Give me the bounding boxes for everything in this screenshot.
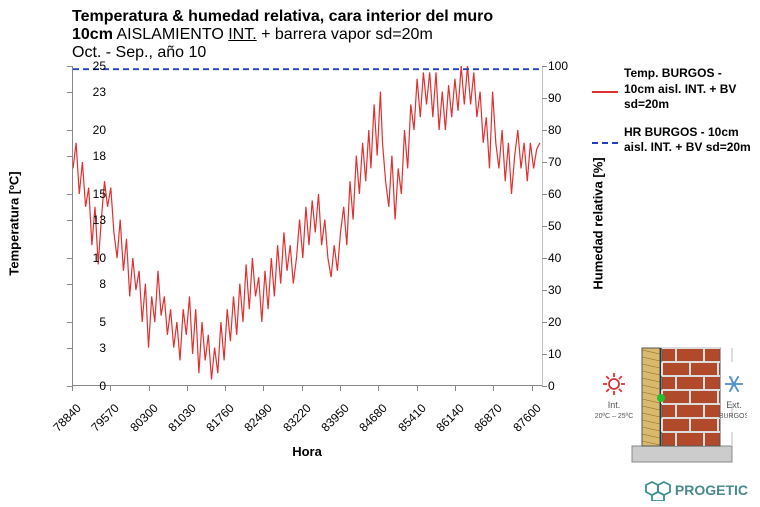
chart-row: Temperatura [ºC] Humedad relativa [%] Ho… [12, 66, 748, 466]
svg-text:BURGOS: BURGOS [719, 413, 747, 420]
xtick: 82490 [230, 401, 275, 446]
ytick-left: 20 [66, 123, 106, 137]
ytick-right: 0 [548, 379, 588, 393]
right-column: Temp. BURGOS - 10cm aisl. INT. + BV sd=2… [582, 66, 752, 466]
ytick-left: 8 [66, 277, 106, 291]
logo: PROGETIC [645, 479, 748, 501]
x-axis-label: Hora [72, 444, 542, 459]
xtick: 81030 [154, 401, 199, 446]
ytick-left: 5 [66, 315, 106, 329]
title-block: Temperatura & humedad relativa, cara int… [72, 8, 748, 62]
title-line3: Oct. - Sep., año 10 [72, 44, 748, 62]
temp-series [73, 66, 540, 380]
svg-text:Int.: Int. [608, 400, 621, 410]
xtick: 86140 [422, 401, 467, 446]
ytick-right: 50 [548, 219, 588, 233]
chart-container: Temperatura & humedad relativa, cara int… [0, 0, 760, 507]
ytick-left: 3 [66, 341, 106, 355]
y-axis-label-left: Temperatura [ºC] [7, 171, 22, 275]
plot-svg [73, 66, 543, 386]
ytick-left: 18 [66, 149, 106, 163]
xtick: 87600 [498, 401, 543, 446]
xtick: 79570 [77, 401, 122, 446]
ytick-left: 10 [66, 251, 106, 265]
ytick-left: 25 [66, 59, 106, 73]
title-line1: Temperatura & humedad relativa, cara int… [72, 8, 748, 26]
xtick: 80300 [115, 401, 160, 446]
xtick: 86870 [460, 401, 505, 446]
logo-icon [645, 479, 671, 501]
ytick-right: 90 [548, 91, 588, 105]
ytick-right: 20 [548, 315, 588, 329]
chart-area: Temperatura [ºC] Humedad relativa [%] Ho… [12, 66, 582, 421]
ytick-right: 80 [548, 123, 588, 137]
xtick: 83950 [307, 401, 352, 446]
svg-text:20ºC – 25ºC: 20ºC – 25ºC [595, 413, 634, 420]
ytick-left: 15 [66, 187, 106, 201]
ytick-right: 40 [548, 251, 588, 265]
xtick: 84680 [345, 401, 390, 446]
title-line2: 10cm AISLAMIENTO INT. + barrera vapor sd… [72, 26, 748, 44]
ytick-right: 10 [548, 347, 588, 361]
y-axis-label-right: Humedad relativa [%] [591, 157, 606, 289]
legend-hr: HR BURGOS - 10cm aisl. INT. + BV sd=20m [592, 125, 752, 156]
xtick: 85410 [383, 401, 428, 446]
ytick-right: 70 [548, 155, 588, 169]
xtick: 83220 [268, 401, 313, 446]
plot-region [72, 66, 542, 386]
ytick-right: 60 [548, 187, 588, 201]
ytick-left: 13 [66, 213, 106, 227]
ytick-left: 23 [66, 85, 106, 99]
xtick: 78840 [39, 401, 84, 446]
wall-diagram: Int. 20ºC – 25ºC Ext. BURGOS [592, 336, 747, 466]
ytick-right: 100 [548, 59, 588, 73]
legend-temp: Temp. BURGOS - 10cm aisl. INT. + BV sd=2… [592, 66, 752, 113]
xtick: 81760 [192, 401, 237, 446]
logo-text: PROGETIC [675, 482, 748, 498]
ytick-right: 30 [548, 283, 588, 297]
svg-text:Ext.: Ext. [726, 400, 742, 410]
